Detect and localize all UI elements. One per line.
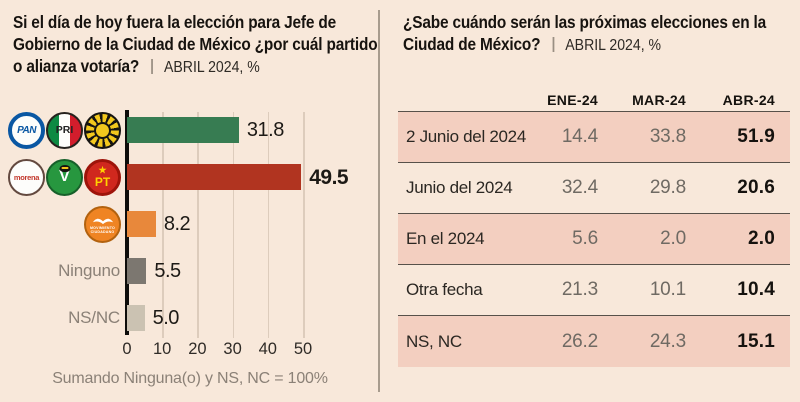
sun-icon [94,121,111,139]
table-cell-value: 14.4 [561,126,598,147]
pan-logo-icon: PAN [8,111,45,149]
x-tick-label: 10 [153,340,172,358]
pri-logo-icon: PRI [46,111,83,149]
table-cell-value: 2.0 [660,228,686,249]
bar-category-label: NS/NC [68,308,120,327]
table-cell-value: 33.8 [649,126,686,147]
table-cell-value: 24.3 [649,330,686,352]
right-subtitle: ABRIL 2024, % [565,36,662,54]
x-tick-label: 0 [122,340,132,358]
table-cell-label: 2 Junio del 2024 [406,127,526,146]
table-cell-value: 10.4 [737,279,775,300]
table-cell-value: 26.2 [561,330,598,352]
bar-value-label: 31.8 [246,119,284,141]
gridline [197,112,199,338]
toucan-icon [59,164,70,172]
prd-logo-icon [84,111,121,149]
column-header: ABR-24 [722,92,775,108]
left-subtitle: ABRIL 2024, % [164,58,260,76]
table-row: Otra fecha 21.3 10.1 10.4 [398,265,790,316]
party-logo-group: morena V ★ PT [8,158,121,196]
bar-value-label: 8.2 [163,213,191,235]
x-tick-label: 20 [188,340,207,358]
mc-logo-icon: MOVIMIENTO CIUDADANO [84,205,121,243]
table-row: NS, NC 26.2 24.3 15.1 [398,316,790,367]
eagle-icon [92,218,113,224]
table-cell-value: 15.1 [737,330,775,352]
gridline [162,112,164,338]
bar-chart: 0 10 20 30 40 50 PAN PRI 31.8 morena V ★ PT 49.5 MOVIM… [0,106,378,364]
table-header-row: ENE-24 MAR-24 ABR-24 [398,86,790,108]
gridline [267,112,270,338]
table-cell-value: 32.4 [561,177,598,198]
gridline [303,112,305,338]
left-question-text: Si el día de hoy fuera la elección para … [13,12,378,76]
right-panel-title: ¿Sabe cuándo serán las próximas eleccion… [403,12,783,56]
panel-divider [378,10,380,392]
table-cell-label: En el 2024 [406,229,485,248]
x-tick-label: 50 [293,340,313,358]
table-cell-label: NS, NC [406,331,462,351]
bar [127,211,156,237]
pt-logo-icon: ★ PT [84,158,121,196]
chart-footnote: Sumando Ninguna(o) y NS, NC = 100% [52,370,328,387]
table-cell-value: 5.6 [572,228,598,249]
table-cell-label: Otra fecha [406,280,483,299]
column-header: MAR-24 [632,92,686,108]
column-header: ENE-24 [547,92,598,108]
party-logo-group: MOVIMIENTO CIUDADANO [84,205,121,243]
table-cell-value: 10.1 [649,279,686,300]
table-cell-label: Junio del 2024 [406,178,513,197]
pvem-logo-icon: V [46,158,83,196]
y-axis-line [125,110,129,335]
morena-logo-icon: morena [8,158,45,196]
x-tick-label: 40 [258,340,277,358]
right-question-text: ¿Sabe cuándo serán las próximas eleccion… [403,12,767,54]
bar-value-label: 5.5 [154,260,181,282]
title-separator [552,36,555,52]
party-logo-group: PAN PRI [8,111,121,149]
table-row: En el 2024 5.6 2.0 2.0 [398,214,790,265]
table-row: Junio del 2024 32.4 29.8 20.6 [398,163,790,214]
star-icon: ★ [98,165,107,175]
bar [127,305,145,331]
bar-value-label: 5.0 [152,307,180,329]
bar [127,258,147,284]
table-cell-value: 2.0 [747,228,775,249]
left-panel-title: Si el día de hoy fuera la elección para … [13,12,383,78]
bar-value-label: 49.5 [309,166,349,189]
gridline [232,112,235,338]
table-cell-value: 29.8 [649,177,686,198]
x-tick-label: 30 [223,340,242,358]
bar-category-label: Ninguno [58,261,120,280]
bar [127,117,239,143]
table-row: 2 Junio del 2024 14.4 33.8 51.9 [398,112,790,163]
title-separator [151,58,153,74]
mc-logo-text: MOVIMIENTO CIUDADANO [89,225,116,234]
table-cell-value: 20.6 [737,177,775,198]
table-cell-value: 51.9 [737,126,775,147]
bar [127,164,302,190]
table-cell-value: 21.3 [561,279,598,300]
poll-table: 2 Junio del 2024 14.4 33.8 51.9 Junio del 20… [398,111,790,367]
